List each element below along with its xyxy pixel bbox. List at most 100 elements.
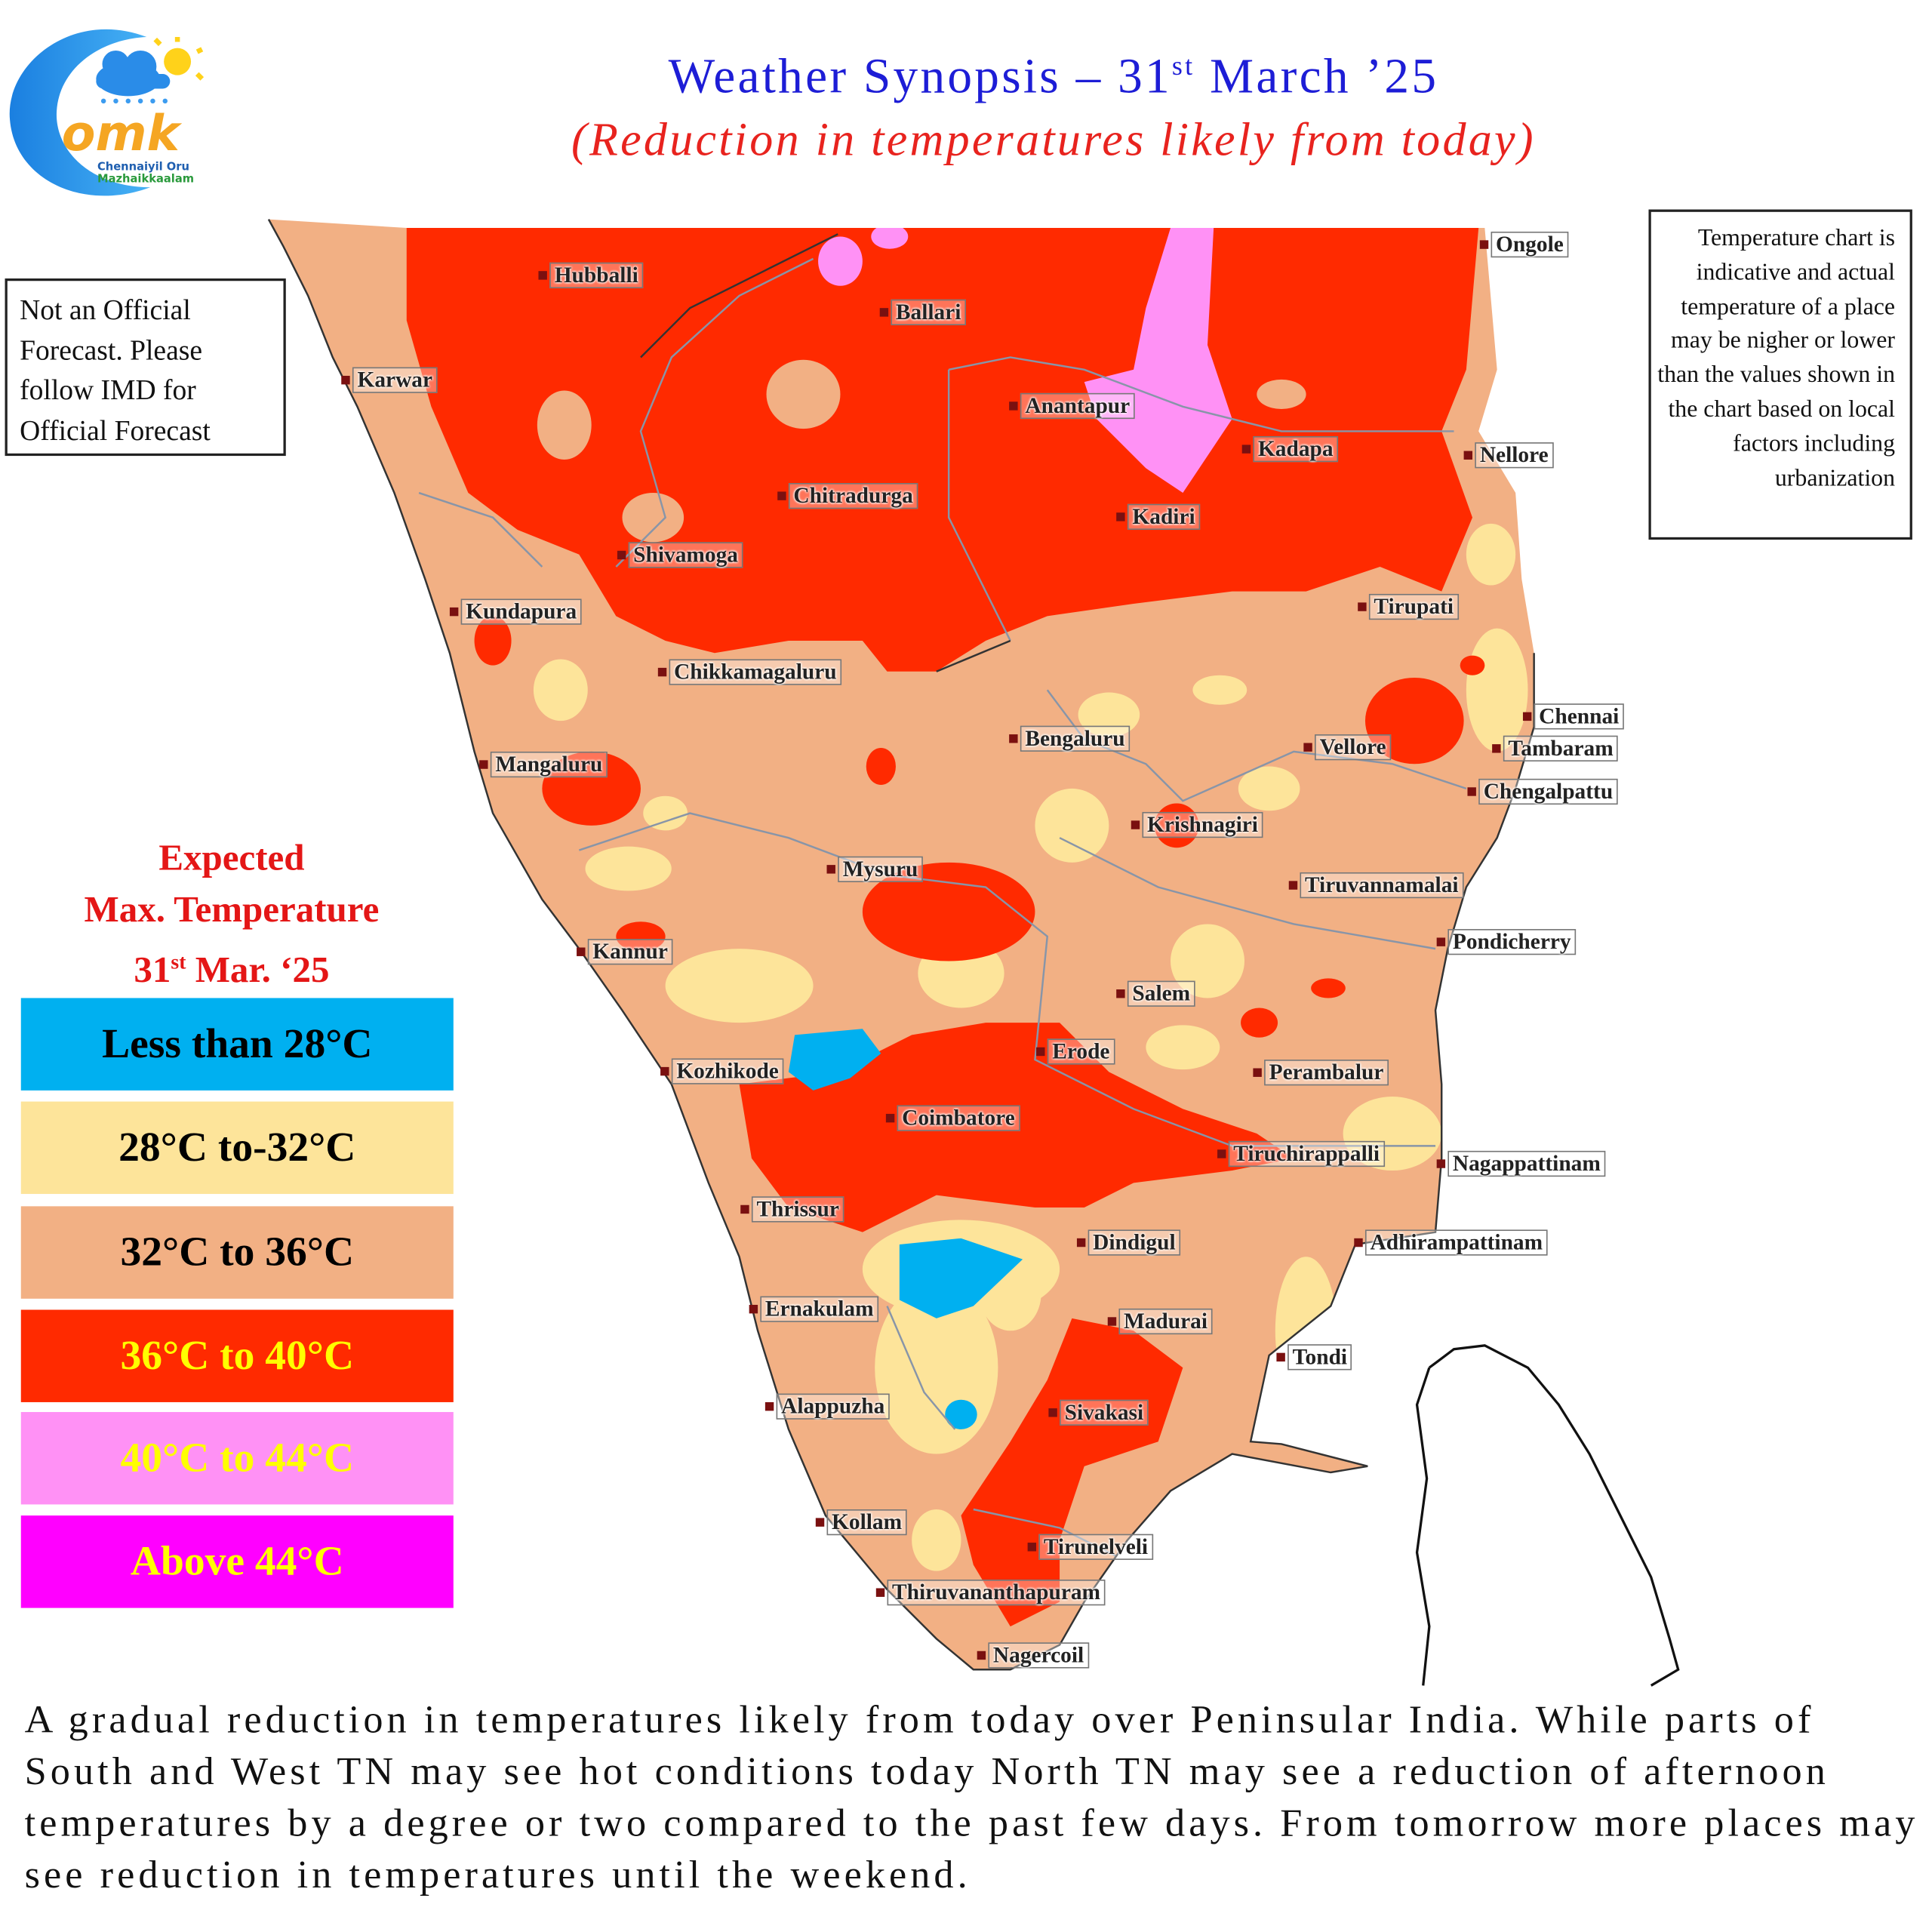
- city-marker-icon: [777, 491, 786, 500]
- city-label: Nagercoil: [988, 1642, 1089, 1669]
- city-marker-icon: [1131, 820, 1140, 829]
- city-marker-icon: [1009, 401, 1018, 411]
- city-marker-icon: [1288, 881, 1298, 890]
- city-label: Ernakulam: [760, 1296, 879, 1322]
- city-mysuru: Mysuru: [826, 856, 923, 882]
- city-marker-icon: [1217, 1149, 1226, 1158]
- city-label: Pondicherry: [1447, 929, 1577, 955]
- city-marker-icon: [977, 1651, 986, 1660]
- city-thrissur: Thrissur: [740, 1196, 844, 1223]
- legend-label: 40°C to 44°C: [120, 1435, 355, 1481]
- city-label: Karwar: [352, 367, 438, 393]
- city-kadiri: Kadiri: [1116, 503, 1201, 531]
- city-label: Tiruchirappalli: [1228, 1140, 1385, 1168]
- city-label: Sivakasi: [1060, 1399, 1149, 1426]
- city-label: Erode: [1047, 1038, 1115, 1065]
- city-marker-icon: [1463, 451, 1473, 460]
- city-label: Hubballi: [549, 262, 644, 289]
- state-boundaries: [640, 233, 1011, 672]
- city-label: Krishnagiri: [1142, 811, 1263, 838]
- legend-title: Expected Max. Temperature 31st Mar. ‘25: [12, 833, 451, 997]
- city-nagappattinam: Nagappattinam: [1436, 1150, 1606, 1177]
- legend-date-end: Mar. ‘25: [186, 949, 330, 991]
- title-sup: st: [1171, 50, 1195, 82]
- legend-title-line3: 31st Mar. ‘25: [12, 937, 451, 997]
- city-anantapur: Anantapur: [1009, 392, 1135, 420]
- city-erode: Erode: [1036, 1038, 1115, 1065]
- city-perambalur: Perambalur: [1253, 1060, 1389, 1086]
- city-marker-icon: [538, 271, 547, 280]
- legend-item-32-36: 32°C to 36°C: [20, 1206, 454, 1299]
- city-label: Mangaluru: [490, 751, 608, 778]
- city-kozhikode: Kozhikode: [660, 1058, 784, 1084]
- legend-label: 32°C to 36°C: [120, 1229, 355, 1275]
- city-kollam: Kollam: [815, 1509, 907, 1536]
- city-marker-icon: [1276, 1352, 1285, 1362]
- city-tiruvannamalai: Tiruvannamalai: [1288, 872, 1464, 899]
- city-label: Kannur: [587, 939, 673, 965]
- legend-label: Less than 28°C: [102, 1020, 373, 1067]
- logo-mark: omk: [62, 105, 183, 162]
- city-chennai: Chennai: [1522, 703, 1624, 730]
- legend-label: 36°C to 40°C: [120, 1332, 355, 1379]
- sun-icon: [153, 36, 205, 81]
- city-label: Tambaram: [1503, 735, 1619, 761]
- city-label: Kundapura: [460, 598, 582, 625]
- city-salem: Salem: [1116, 980, 1195, 1007]
- city-bengaluru: Bengaluru: [1009, 725, 1131, 752]
- rivers: [418, 257, 1467, 1566]
- city-marker-icon: [341, 375, 350, 385]
- city-tondi: Tondi: [1276, 1344, 1352, 1371]
- city-ongole: Ongole: [1479, 231, 1569, 258]
- city-label: Vellore: [1315, 734, 1392, 761]
- city-marker-icon: [740, 1204, 749, 1214]
- logo-line2: Mazhaikkaalam: [97, 173, 194, 186]
- city-chengalpattu: Chengalpattu: [1467, 778, 1618, 805]
- city-tirunelveli: Tirunelveli: [1027, 1534, 1153, 1560]
- city-marker-icon: [657, 667, 667, 677]
- disclaimer-box: Not an Official Forecast. Please follow …: [5, 278, 286, 457]
- city-label: Coimbatore: [897, 1105, 1020, 1131]
- city-label: Anantapur: [1020, 392, 1135, 420]
- city-pondicherry: Pondicherry: [1436, 929, 1577, 955]
- city-ballari: Ballari: [879, 299, 966, 326]
- city-label: Alappuzha: [776, 1393, 890, 1420]
- city-chikkamagaluru: Chikkamagaluru: [657, 659, 842, 685]
- city-marker-icon: [577, 947, 586, 956]
- city-marker-icon: [1522, 712, 1532, 721]
- city-marker-icon: [1354, 1238, 1363, 1247]
- city-chitradurga: Chitradurga: [777, 482, 918, 509]
- city-label: Thiruvananthapuram: [887, 1580, 1106, 1606]
- city-marker-icon: [1253, 1068, 1262, 1077]
- legend-item-28-32: 28°C to-32°C: [20, 1101, 454, 1195]
- city-label: Tirunelveli: [1038, 1534, 1153, 1560]
- city-label: Madurai: [1118, 1308, 1213, 1335]
- city-marker-icon: [1241, 445, 1251, 454]
- legend-title-line1: Expected: [158, 838, 305, 879]
- legend-item-36-40: 36°C to 40°C: [20, 1309, 454, 1402]
- synopsis-text: A gradual reduction in temperatures like…: [24, 1697, 1919, 1897]
- city-marker-icon: [1116, 512, 1125, 521]
- city-marker-icon: [617, 550, 626, 560]
- city-label: Kadapa: [1253, 435, 1339, 463]
- city-kundapura: Kundapura: [449, 598, 582, 625]
- city-label: Tiruvannamalai: [1300, 872, 1464, 899]
- city-marker-icon: [1467, 787, 1476, 796]
- city-label: Shivamoga: [628, 542, 743, 568]
- city-marker-icon: [449, 607, 459, 617]
- city-label: Chennai: [1534, 703, 1624, 730]
- city-alappuzha: Alappuzha: [764, 1393, 890, 1420]
- zone-36-40: [406, 228, 1485, 1627]
- city-label: Tirupati: [1368, 593, 1459, 620]
- city-marker-icon: [885, 1113, 895, 1123]
- city-marker-icon: [879, 308, 889, 317]
- city-label: Tondi: [1287, 1344, 1352, 1371]
- cloud-icon: [96, 50, 171, 97]
- city-coimbatore: Coimbatore: [885, 1105, 1020, 1131]
- city-vellore: Vellore: [1303, 734, 1392, 761]
- city-marker-icon: [1358, 602, 1367, 611]
- city-label: Thrissur: [751, 1196, 844, 1223]
- city-krishnagiri: Krishnagiri: [1131, 811, 1263, 838]
- city-marker-icon: [479, 760, 488, 769]
- city-marker-icon: [1436, 1159, 1446, 1168]
